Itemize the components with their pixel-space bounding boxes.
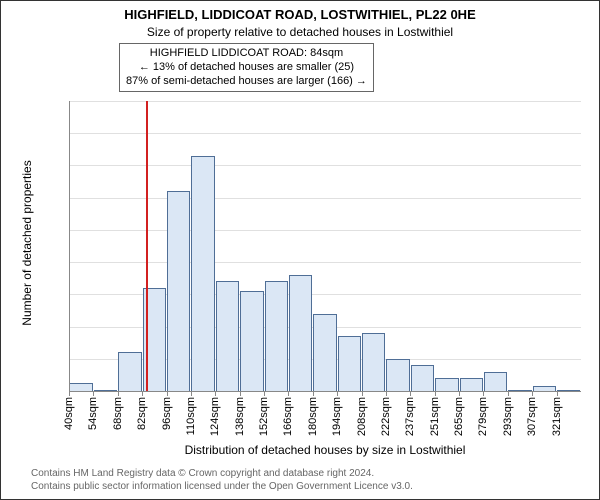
histogram-bar (411, 365, 434, 391)
plot-area: 05101520253035404540sqm54sqm68sqm82sqm96… (69, 101, 581, 391)
x-tick-label: 138sqm (234, 397, 246, 436)
histogram-bar (265, 281, 288, 391)
x-tick-label: 40sqm (63, 397, 75, 430)
x-tick-label: 68sqm (112, 397, 124, 430)
x-tick-label: 166sqm (282, 397, 294, 436)
x-tick-label: 265sqm (453, 397, 465, 436)
histogram-bar (191, 156, 214, 391)
x-axis-label: Distribution of detached houses by size … (69, 443, 581, 457)
histogram-chart: 05101520253035404540sqm54sqm68sqm82sqm96… (69, 101, 581, 391)
x-tick-label: 152sqm (258, 397, 270, 436)
x-tick-label: 54sqm (87, 397, 99, 430)
histogram-bar (216, 281, 239, 391)
footer-line2: Contains public sector information licen… (31, 480, 413, 493)
x-tick-label: 237sqm (404, 397, 416, 436)
footer-line1: Contains HM Land Registry data © Crown c… (31, 467, 413, 480)
histogram-bar (167, 191, 190, 391)
histogram-bar (338, 336, 361, 391)
x-tick-label: 110sqm (185, 397, 197, 435)
callout-box: HIGHFIELD LIDDICOAT ROAD: 84sqm ← 13% of… (119, 43, 374, 92)
reference-line (146, 101, 148, 391)
page-title: HIGHFIELD, LIDDICOAT ROAD, LOSTWITHIEL, … (1, 7, 599, 23)
x-tick-label: 293sqm (502, 397, 514, 436)
x-tick-label: 96sqm (161, 397, 173, 430)
histogram-bar (289, 275, 312, 391)
x-tick-label: 208sqm (356, 397, 368, 436)
page-subtitle: Size of property relative to detached ho… (1, 25, 599, 39)
callout-line1: HIGHFIELD LIDDICOAT ROAD: 84sqm (126, 47, 367, 61)
x-tick-label: 180sqm (307, 397, 319, 436)
histogram-bar (118, 352, 141, 391)
callout-line2: ← 13% of detached houses are smaller (25… (126, 61, 367, 75)
callout-line3: 87% of semi-detached houses are larger (… (126, 75, 367, 89)
x-tick-label: 194sqm (331, 397, 343, 436)
x-tick-label: 307sqm (526, 397, 538, 436)
y-axis-line (69, 101, 70, 391)
histogram-bar (386, 359, 409, 391)
x-tick-label: 82sqm (136, 397, 148, 430)
histogram-bar (460, 378, 483, 391)
histogram-bar (69, 383, 92, 391)
histogram-bar (313, 314, 336, 391)
histogram-bar (240, 291, 263, 391)
y-axis-label: Number of detached properties (20, 143, 34, 343)
footer-attribution: Contains HM Land Registry data © Crown c… (31, 467, 413, 493)
x-tick-label: 279sqm (477, 397, 489, 436)
histogram-bar (484, 372, 507, 391)
histogram-bar (362, 333, 385, 391)
x-tick-label: 222sqm (380, 397, 392, 436)
x-tick-label: 251sqm (429, 397, 441, 436)
histogram-bar (435, 378, 458, 391)
chart-frame: HIGHFIELD, LIDDICOAT ROAD, LOSTWITHIEL, … (0, 0, 600, 500)
x-axis-line (69, 391, 581, 392)
x-tick-label: 321sqm (551, 397, 563, 436)
x-tick-label: 124sqm (209, 397, 221, 436)
